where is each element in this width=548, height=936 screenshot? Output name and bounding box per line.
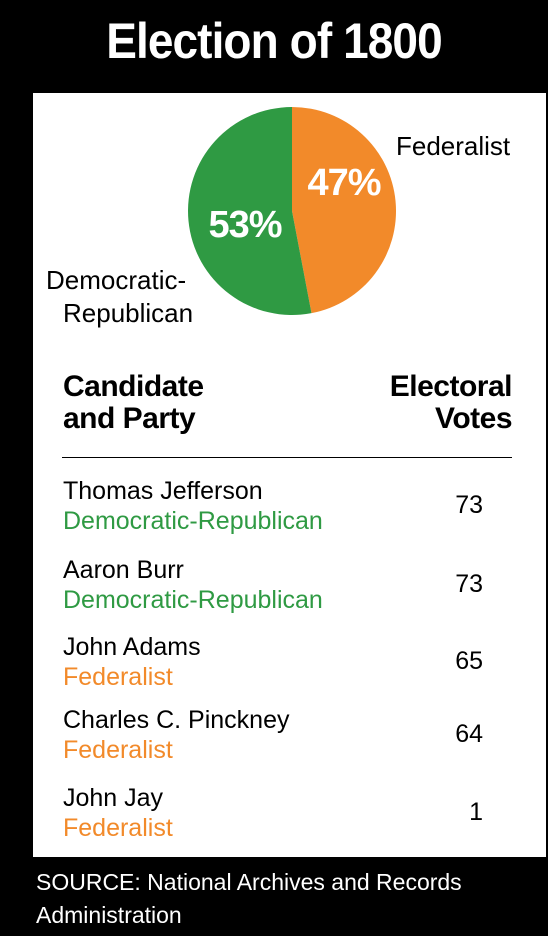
candidate-party: Federalist [63,814,173,842]
electoral-votes: 65 [455,647,483,675]
electoral-votes: 73 [455,491,483,519]
table-header-votes: Electoral Votes [312,370,513,435]
content-panel: 47% 53% Federalist Democratic- Republica… [33,93,546,857]
table-header-candidate: Candidate and Party [63,371,313,435]
table-header-votes-line2: Votes [435,402,512,435]
candidate-party: Federalist [63,736,173,764]
table-header-candidate-line2: and Party [63,402,196,435]
pie-value-federalist: 47% [307,162,380,204]
pie-slice-federalist [292,107,397,314]
chart-title: Election of 1800 [106,13,442,69]
table-row: Charles C. Pinckney Federalist 64 [63,705,513,769]
candidate-name: John Jay [63,784,164,812]
table-header-votes-line1: Electoral [389,370,513,403]
electoral-votes: 64 [455,720,483,748]
candidate-party: Democratic-Republican [63,507,323,535]
source-note: SOURCE: National Archives and Records Ad… [36,869,462,928]
table-row: Thomas Jefferson Democratic-Republican 7… [63,476,513,540]
candidate-party: Federalist [63,663,173,691]
pie-value-democratic-republican: 53% [208,204,281,246]
candidate-name: Aaron Burr [63,556,184,584]
table-row: Aaron Burr Democratic-Republican 73 [63,555,513,619]
pie-slice-democratic-republican [188,107,312,315]
candidate-name: John Adams [63,633,201,661]
table-header-candidate-line1: Candidate [63,370,204,403]
electoral-votes: 73 [455,570,483,598]
candidate-name: Thomas Jefferson [63,477,263,505]
pie-label-federalist: Federalist [396,131,511,161]
electoral-votes: 1 [469,798,483,826]
candidate-name: Charles C. Pinckney [63,706,290,734]
candidate-party: Democratic-Republican [63,586,323,614]
table-row: John Adams Federalist 65 [63,632,513,696]
pie-label-democratic-republican-line1: Democratic- [46,265,186,295]
pie-label-democratic-republican-line2: Republican [63,298,193,328]
table-row: John Jay Federalist 1 [63,783,513,847]
table-divider [62,457,512,458]
pie-chart: 47% 53% Federalist Democratic- Republica… [46,107,511,328]
